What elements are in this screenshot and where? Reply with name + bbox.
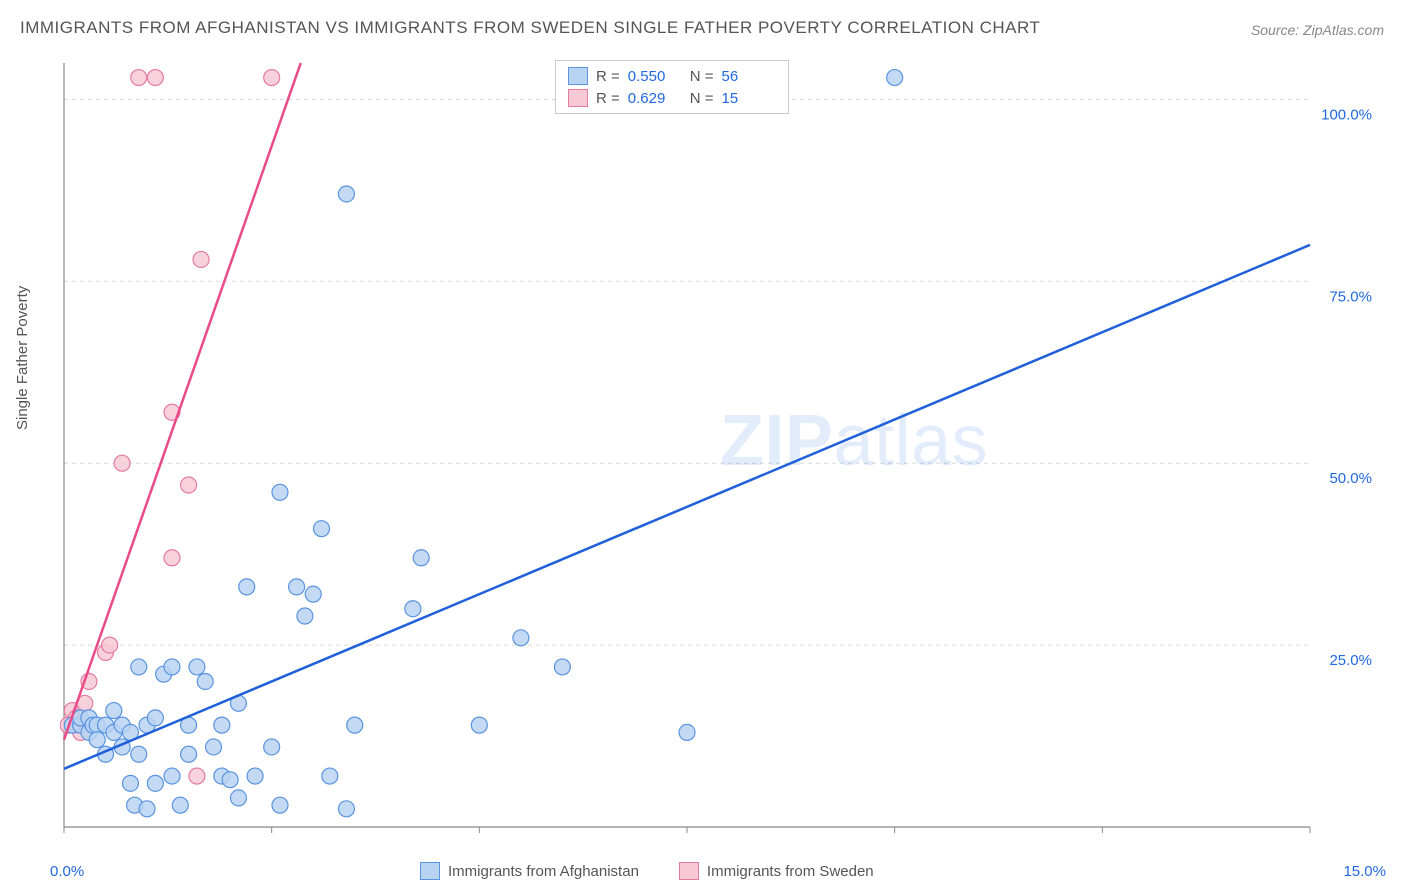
legend-item-1: Immigrants from Afghanistan <box>420 862 639 880</box>
legend-stats-row-1: R = 0.550 N = 56 <box>568 65 776 87</box>
svg-text:50.0%: 50.0% <box>1329 470 1372 487</box>
legend-item-2: Immigrants from Sweden <box>679 862 874 880</box>
svg-text:100.0%: 100.0% <box>1321 106 1372 123</box>
svg-text:25.0%: 25.0% <box>1329 652 1372 669</box>
scatter-chart: 25.0% 50.0% 75.0% 100.0% <box>60 55 1380 845</box>
swatch-series-1 <box>420 862 440 880</box>
legend-label-1: Immigrants from Afghanistan <box>448 863 639 880</box>
legend-label-2: Immigrants from Sweden <box>707 863 874 880</box>
svg-text:75.0%: 75.0% <box>1329 288 1372 305</box>
legend-series: Immigrants from Afghanistan Immigrants f… <box>420 862 874 880</box>
plot-area: 25.0% 50.0% 75.0% 100.0% <box>60 55 1380 845</box>
y-axis-label: Single Father Poverty <box>14 286 31 430</box>
chart-title: IMMIGRANTS FROM AFGHANISTAN VS IMMIGRANT… <box>20 18 1040 38</box>
r-label: R = <box>596 90 620 107</box>
n-value-1: 56 <box>722 68 776 85</box>
x-tick-low: 0.0% <box>50 863 84 880</box>
swatch-series-2 <box>568 89 588 107</box>
legend-stats-row-2: R = 0.629 N = 15 <box>568 87 776 109</box>
r-value-1: 0.550 <box>628 68 682 85</box>
n-value-2: 15 <box>722 90 776 107</box>
legend-stats: R = 0.550 N = 56 R = 0.629 N = 15 <box>555 60 789 114</box>
r-label: R = <box>596 68 620 85</box>
n-label: N = <box>690 68 714 85</box>
r-value-2: 0.629 <box>628 90 682 107</box>
n-label: N = <box>690 90 714 107</box>
swatch-series-2 <box>679 862 699 880</box>
source-attribution: Source: ZipAtlas.com <box>1251 22 1384 38</box>
x-tick-high: 15.0% <box>1343 863 1386 880</box>
swatch-series-1 <box>568 67 588 85</box>
